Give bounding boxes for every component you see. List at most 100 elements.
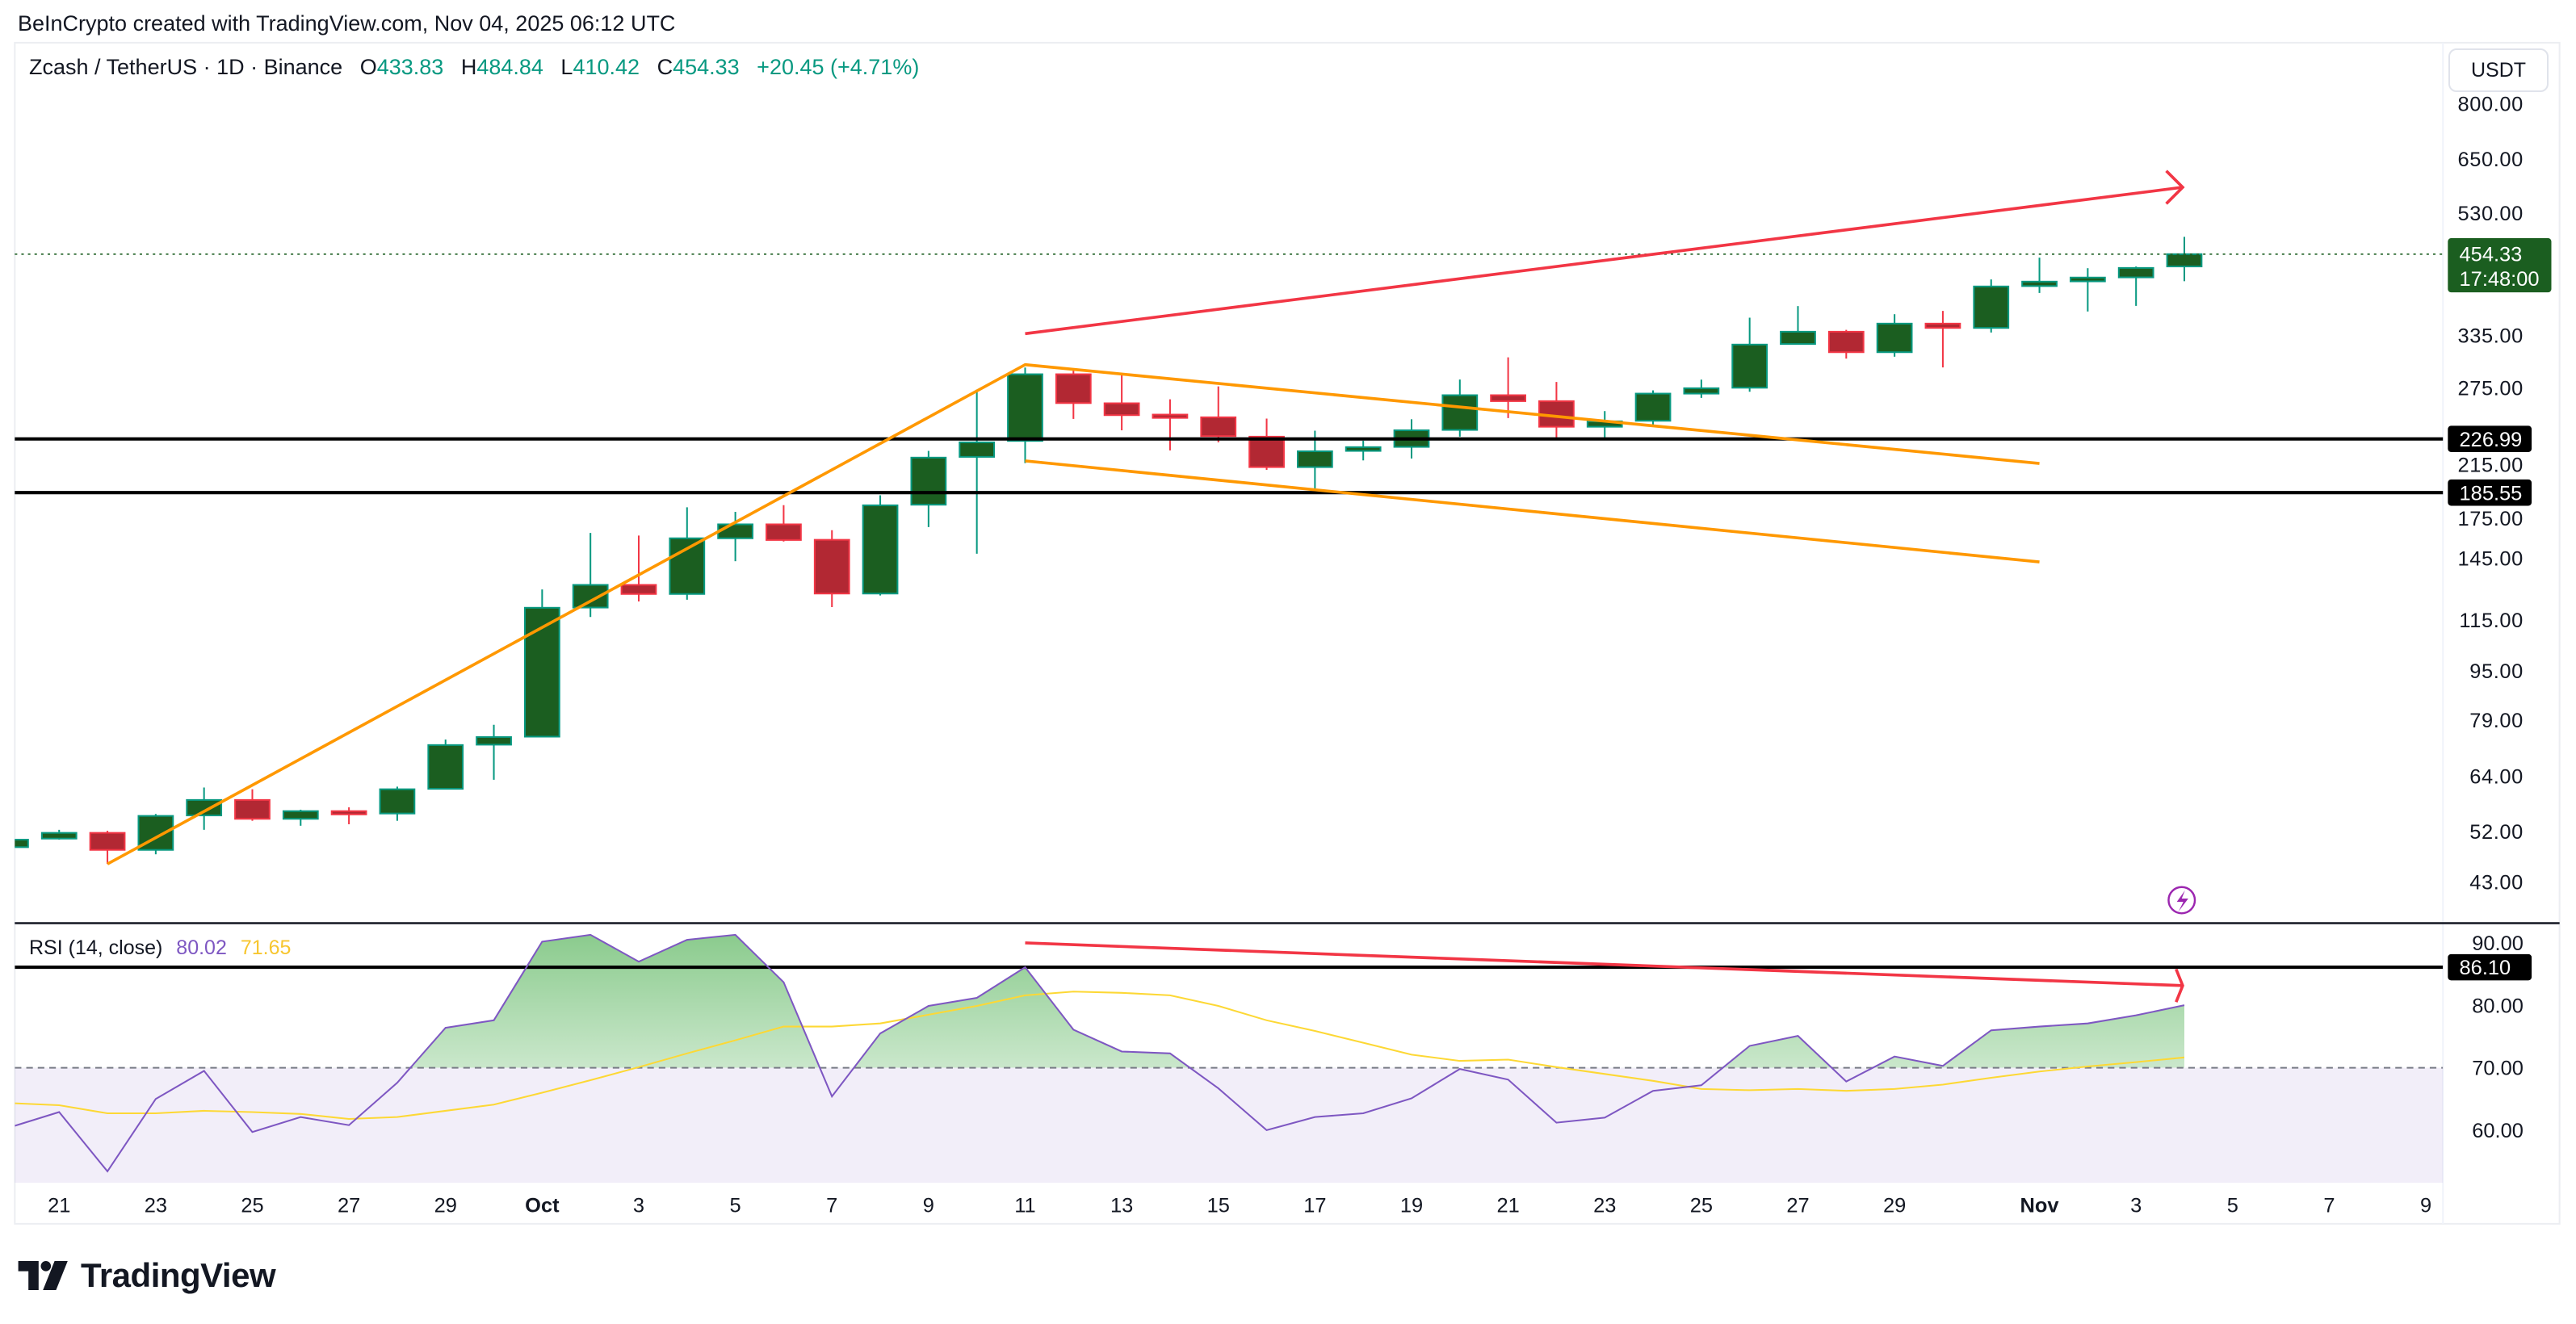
candle-body-up <box>2069 276 2106 283</box>
candle <box>1248 418 1285 470</box>
candle <box>282 809 319 826</box>
candle <box>1055 369 1092 419</box>
chart-credit: BeInCrypto created with TradingView.com,… <box>18 11 676 36</box>
time-tick: 5 <box>730 1195 741 1217</box>
rsi-background-band <box>15 922 2560 1184</box>
currency-button[interactable]: USDT <box>2448 48 2549 92</box>
price-tick: 79.00 <box>2469 710 2524 732</box>
candle <box>1683 379 1720 398</box>
level-badge <box>2448 425 2532 452</box>
candle <box>862 495 899 596</box>
symbol-legend: Zcash / TetherUS · 1D · Binance O433.83 … <box>29 55 919 80</box>
time-tick: 5 <box>2227 1195 2238 1217</box>
high-label: H <box>460 55 477 79</box>
candle-body-up <box>40 832 78 840</box>
rsi-tick: 80.00 <box>2472 995 2524 1017</box>
candle <box>40 829 78 840</box>
price-tick: 800.00 <box>2457 93 2523 115</box>
candle <box>959 389 996 554</box>
candle <box>620 535 657 601</box>
candle <box>1296 430 1333 491</box>
price-tick: 175.00 <box>2457 508 2523 530</box>
candles-layer <box>15 237 2203 865</box>
low-value: 410.42 <box>573 55 640 79</box>
time-tick: 27 <box>338 1195 360 1217</box>
candle-body-up <box>1780 330 1816 346</box>
arrowhead-icon <box>2175 968 2184 1003</box>
candle-body-down <box>766 523 802 541</box>
candle <box>813 530 850 607</box>
time-tick: 23 <box>1593 1195 1616 1217</box>
candle <box>1731 317 1768 392</box>
rsi-level-label: 86.10 <box>2460 957 2511 979</box>
candle <box>1152 399 1189 450</box>
close-value: 454.33 <box>673 55 740 79</box>
candle-body-up <box>379 788 416 815</box>
candle-body-down <box>1924 322 1961 329</box>
time-tick: 9 <box>923 1195 934 1217</box>
candle <box>523 589 560 738</box>
candle-body-down <box>1055 373 1092 404</box>
time-tick: 21 <box>48 1195 70 1217</box>
rsi-level-badge <box>2448 953 2532 981</box>
price-tick: 650.00 <box>2457 149 2523 171</box>
candle <box>1924 311 1961 368</box>
candle <box>1827 329 1865 359</box>
rsi-legend: RSI (14, close) 80.02 71.65 <box>29 936 291 960</box>
candle <box>2117 266 2154 306</box>
candle <box>1200 386 1237 442</box>
price-tick: 52.00 <box>2469 821 2524 844</box>
rsi-tick: 60.00 <box>2472 1120 2524 1142</box>
candle-body-down <box>1103 402 1140 417</box>
flash-alert-icon <box>2167 886 2196 915</box>
candle-body-up <box>1441 394 1479 431</box>
lightning-icon <box>2176 890 2188 912</box>
candle-body-down <box>1827 330 1865 354</box>
open-value: 433.83 <box>376 55 444 79</box>
price-tick: 64.00 <box>2469 765 2524 788</box>
candle-body-up <box>1296 450 1333 468</box>
time-tick: 7 <box>2323 1195 2335 1217</box>
time-tick: Nov <box>2020 1195 2060 1217</box>
candle <box>1973 279 2010 333</box>
time-tick: 15 <box>1207 1195 1230 1217</box>
time-tick: 21 <box>1496 1195 1519 1217</box>
candle <box>15 839 29 848</box>
candle-body-down <box>89 832 126 851</box>
time-tick: 29 <box>1883 1195 1906 1217</box>
time-tick: Oct <box>525 1195 560 1217</box>
candle-body-up <box>1973 285 2010 329</box>
candle <box>89 831 126 865</box>
price-tick: 43.00 <box>2469 872 2524 895</box>
candle <box>476 724 512 780</box>
candle-body-up <box>427 744 464 790</box>
candle <box>1007 367 1043 463</box>
candle-body-up <box>186 798 223 817</box>
symbol-title[interactable]: Zcash / TetherUS · 1D · Binance <box>29 55 343 79</box>
level-label: 185.55 <box>2460 482 2523 505</box>
time-tick: 27 <box>1786 1195 1809 1217</box>
rsi-title[interactable]: RSI (14, close) <box>29 936 163 959</box>
rsi-divergence-line <box>1025 941 2184 987</box>
candle-body-up <box>717 523 753 539</box>
tradingview-logo-icon <box>18 1261 68 1290</box>
candle-body-up <box>862 504 899 595</box>
candle-body-up <box>476 735 512 746</box>
candle <box>910 450 947 527</box>
rsi-line <box>15 933 2185 1173</box>
candle-body-up <box>1876 322 1913 354</box>
candle-body-up <box>669 537 706 595</box>
time-tick: 19 <box>1400 1195 1423 1217</box>
price-tick: 275.00 <box>2457 378 2523 400</box>
candle <box>2021 258 2058 293</box>
candle <box>427 740 464 790</box>
rsi-tick: 90.00 <box>2472 932 2524 955</box>
time-tick: 23 <box>145 1195 167 1217</box>
candle <box>1345 440 1382 461</box>
candle-body-down <box>1152 413 1189 419</box>
orange-trendline-upper <box>107 362 2040 865</box>
time-tick: 17 <box>1303 1195 1326 1217</box>
candle-body-up <box>15 839 29 848</box>
low-label: L <box>560 55 573 79</box>
